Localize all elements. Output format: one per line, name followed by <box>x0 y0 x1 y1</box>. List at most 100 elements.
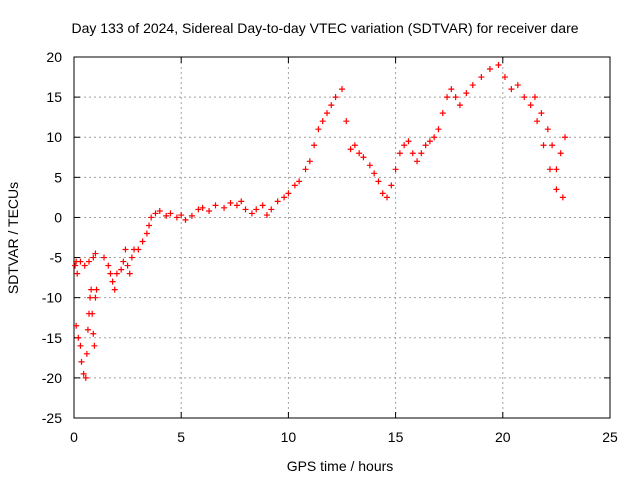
data-point <box>521 94 528 101</box>
data-point <box>501 74 508 81</box>
data-point <box>514 82 521 89</box>
data-point <box>495 62 502 69</box>
data-point <box>384 194 391 201</box>
data-point <box>126 270 133 277</box>
data-point <box>557 150 564 157</box>
data-point <box>77 258 84 265</box>
data-point <box>188 212 195 219</box>
data-point <box>531 94 538 101</box>
data-point <box>444 94 451 101</box>
data-point <box>77 342 84 349</box>
data-point <box>319 118 326 125</box>
data-point <box>302 166 309 173</box>
data-point <box>105 262 112 269</box>
data-point <box>452 94 459 101</box>
data-point <box>259 202 266 209</box>
data-point <box>456 102 463 109</box>
data-point <box>323 110 330 117</box>
data-point <box>375 178 382 185</box>
data-point <box>469 82 476 89</box>
data-point <box>109 278 116 285</box>
data-point <box>113 270 120 277</box>
data-point <box>448 86 455 93</box>
data-point <box>561 134 568 141</box>
data-point <box>268 206 275 213</box>
data-point <box>87 294 94 301</box>
axis-ticks: 0 5 10 15 20 25 -25 -20 -15 -10 -5 0 5 10 15 20 <box>42 49 618 445</box>
data-point <box>549 142 556 149</box>
data-point <box>553 186 560 193</box>
data-point <box>339 86 345 93</box>
data-point <box>120 258 127 265</box>
data-point <box>86 258 93 265</box>
data-point <box>84 326 91 333</box>
data-point <box>435 126 442 133</box>
data-point <box>306 158 313 165</box>
data-point <box>553 166 560 173</box>
data-point <box>92 250 99 257</box>
data-point <box>92 294 99 301</box>
data-point <box>285 190 292 197</box>
y-tick-label: 15 <box>46 89 62 105</box>
data-point <box>508 86 515 93</box>
data-point <box>139 238 146 245</box>
data-point <box>163 212 170 219</box>
data-point <box>89 310 96 317</box>
y-tick-label: 10 <box>46 129 62 145</box>
data-point <box>315 126 322 133</box>
data-point <box>75 334 82 341</box>
y-tick-label: -15 <box>42 330 62 346</box>
data-point <box>81 262 88 269</box>
data-point <box>431 134 438 141</box>
x-tick-label: 10 <box>281 429 297 445</box>
x-tick-label: 0 <box>70 429 78 445</box>
data-point <box>263 212 270 219</box>
data-point <box>199 204 206 211</box>
data-point <box>478 74 485 81</box>
data-point <box>405 138 412 145</box>
data-point <box>291 182 298 189</box>
data-point <box>396 150 403 157</box>
data-point <box>418 150 425 157</box>
data-point <box>379 190 386 197</box>
data-point <box>534 118 541 125</box>
x-tick-label: 5 <box>177 429 185 445</box>
data-point <box>128 254 135 261</box>
data-point <box>392 166 399 173</box>
data-point <box>221 204 228 211</box>
data-point <box>122 246 129 253</box>
data-point <box>332 94 339 101</box>
data-point <box>182 216 189 223</box>
data-point <box>82 374 89 381</box>
data-point <box>91 342 98 349</box>
data-point <box>296 178 303 185</box>
data-point <box>88 286 95 293</box>
data-points <box>72 62 568 381</box>
data-point <box>343 118 350 125</box>
data-point <box>414 158 421 165</box>
data-point <box>167 210 174 217</box>
plot-frame <box>73 56 611 419</box>
data-point <box>195 206 202 213</box>
data-point <box>388 182 395 189</box>
data-point <box>463 90 470 97</box>
x-tick-label: 15 <box>388 429 404 445</box>
y-tick-label: 5 <box>54 169 62 185</box>
data-point <box>439 110 446 117</box>
data-point <box>238 198 245 205</box>
data-point <box>212 202 219 209</box>
data-point <box>281 194 288 201</box>
data-point <box>356 150 363 157</box>
data-point <box>107 270 114 277</box>
data-point <box>527 102 534 109</box>
data-point <box>371 170 378 177</box>
y-tick-label: -10 <box>42 290 62 306</box>
x-tick-label: 25 <box>602 429 618 445</box>
data-point <box>366 162 373 169</box>
data-point <box>73 322 80 329</box>
data-point <box>72 262 79 269</box>
data-point <box>328 102 335 109</box>
data-point <box>118 266 125 273</box>
data-point <box>227 200 234 207</box>
